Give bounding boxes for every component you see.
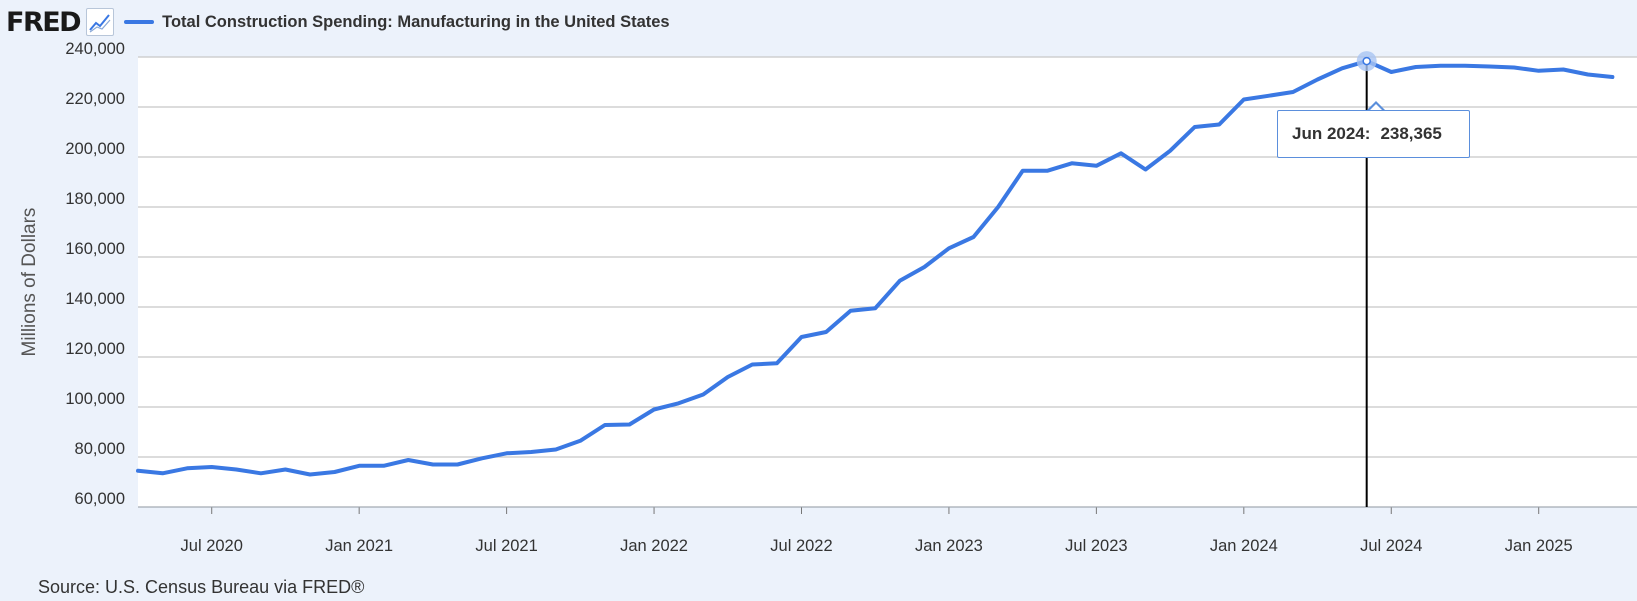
tooltip-value: 238,365 xyxy=(1380,124,1442,143)
y-tick-label: 240,000 xyxy=(65,40,125,58)
x-tick-label: Jul 2022 xyxy=(770,537,832,555)
x-tick-label: Jan 2025 xyxy=(1505,537,1573,555)
y-tick-label: 160,000 xyxy=(65,240,125,258)
y-tick-label: 220,000 xyxy=(65,90,125,108)
y-tick-label: 140,000 xyxy=(65,290,125,308)
line-chart-icon xyxy=(86,8,115,36)
x-tick-label: Jul 2020 xyxy=(181,537,243,555)
chart-header: FRED Total Construction Spending: Manufa… xyxy=(6,4,670,40)
x-axis-ticks: Jul 2020 Jan 2021 Jul 2021 Jan 2022 Jul 2022… xyxy=(181,507,1573,555)
y-axis-title: Millions of Dollars xyxy=(19,208,40,357)
y-tick-label: 180,000 xyxy=(65,190,125,208)
x-tick-label: Jul 2024 xyxy=(1360,537,1422,555)
x-tick-label: Jan 2024 xyxy=(1210,537,1278,555)
value-tooltip: Jun 2024: 238,365 xyxy=(1277,110,1470,158)
x-tick-label: Jan 2022 xyxy=(620,537,688,555)
y-tick-label: 60,000 xyxy=(75,490,125,508)
y-tick-label: 120,000 xyxy=(65,340,125,358)
y-tick-label: 100,000 xyxy=(65,390,125,408)
y-tick-label: 200,000 xyxy=(65,140,125,158)
legend-label: Total Construction Spending: Manufacturi… xyxy=(162,12,670,31)
x-tick-label: Jul 2021 xyxy=(475,537,537,555)
source-note[interactable]: Source: U.S. Census Bureau via FRED® xyxy=(38,577,365,597)
y-axis-ticks: 60,000 80,000 100,000 120,000 140,000 160,000… xyxy=(65,40,125,508)
legend-item[interactable]: Total Construction Spending: Manufacturi… xyxy=(124,13,670,32)
fred-logo[interactable]: FRED xyxy=(6,6,82,38)
tooltip-date: Jun 2024: xyxy=(1292,124,1371,143)
y-tick-label: 80,000 xyxy=(75,440,125,458)
x-tick-label: Jul 2023 xyxy=(1065,537,1127,555)
tooltip-caret-fill xyxy=(1369,104,1383,111)
x-tick-label: Jan 2021 xyxy=(325,537,393,555)
x-tick-label: Jan 2023 xyxy=(915,537,983,555)
highlight-point[interactable] xyxy=(1362,56,1371,66)
legend-swatch xyxy=(124,20,155,24)
